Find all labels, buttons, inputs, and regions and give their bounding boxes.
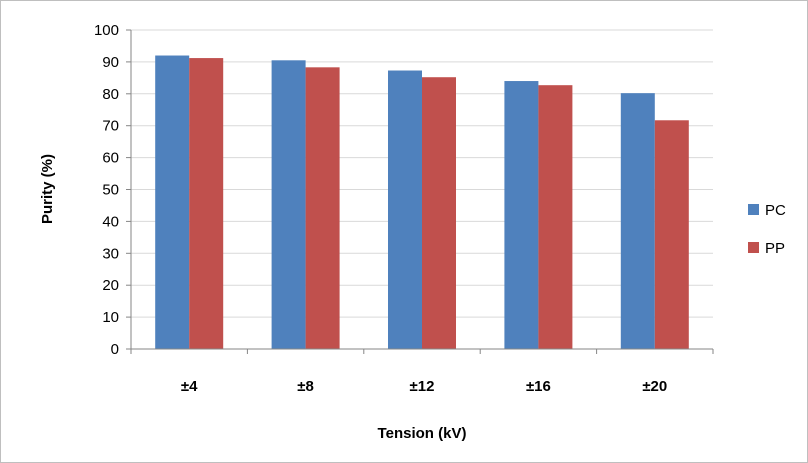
y-tick-label: 100: [94, 22, 119, 39]
y-tick-label: 80: [102, 86, 119, 103]
bar-pc-0: [155, 55, 190, 350]
y-tick-label: 10: [102, 309, 119, 326]
y-tick-label: 90: [102, 54, 119, 71]
x-tick-label: ±12: [410, 378, 435, 395]
bar-pp-1: [305, 67, 340, 349]
y-tick-label: 30: [102, 245, 119, 262]
x-tick-label: ±8: [297, 378, 314, 395]
x-tick-label: ±20: [642, 378, 667, 395]
legend-label-pc: PC: [765, 202, 786, 219]
y-tick-label: 40: [102, 213, 119, 230]
legend-label-pp: PP: [765, 240, 785, 257]
x-axis-title: Tension (kV): [378, 425, 467, 442]
bar-pc-4: [620, 93, 655, 349]
bar-pc-3: [504, 81, 539, 349]
y-tick-label: 50: [102, 182, 119, 199]
y-tick-label: 60: [102, 150, 119, 167]
bar-pp-4: [654, 120, 689, 349]
y-tick-labels: 0 10 20 30 40 50 60 70 80 90 100: [94, 22, 119, 358]
bars: [155, 55, 689, 350]
bar-pc-2: [388, 70, 422, 349]
y-tick-label: 70: [102, 118, 119, 135]
y-axis-title: Purity (%): [39, 154, 56, 224]
bar-pp-2: [422, 77, 456, 349]
x-tick-label: ±16: [526, 378, 551, 395]
y-tick-label: 0: [111, 341, 119, 358]
x-tick-labels: ±4 ±8 ±12 ±16 ±20: [130, 349, 714, 395]
bar-pp-3: [538, 85, 573, 349]
bar-pp-0: [189, 58, 224, 350]
legend: PC PP: [748, 202, 786, 257]
x-tick-label: ±4: [181, 378, 198, 395]
legend-swatch-pp: [748, 242, 759, 253]
y-tick-label: 20: [102, 277, 119, 294]
bar-pc-1: [271, 60, 306, 350]
axes: [130, 30, 713, 350]
legend-swatch-pc: [748, 204, 759, 215]
